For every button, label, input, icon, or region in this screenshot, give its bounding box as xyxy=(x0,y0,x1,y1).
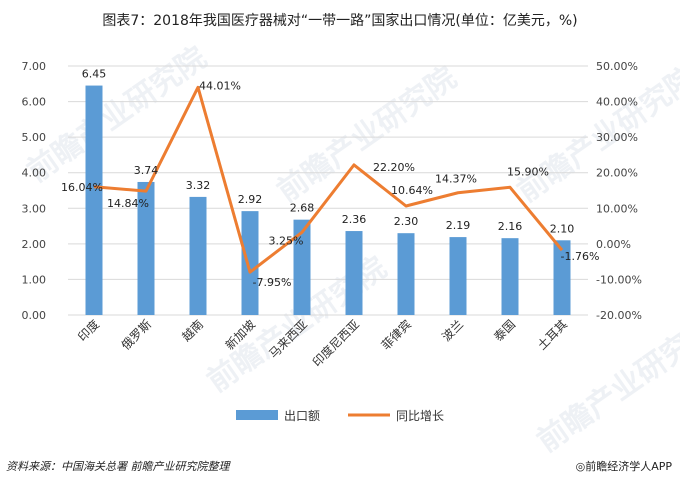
category-label: 越南 xyxy=(179,317,207,345)
line-value-label: 3.25% xyxy=(269,234,304,247)
legend-line-label: 同比增长 xyxy=(396,409,444,423)
y-left-tick-label: 5.00 xyxy=(22,131,47,144)
line-value-label: 44.01% xyxy=(199,79,241,92)
growth-line xyxy=(93,85,564,274)
y-left-tick-label: 7.00 xyxy=(22,60,47,73)
y-right-tick-label: 0.00% xyxy=(596,238,631,251)
bar xyxy=(189,196,207,315)
category-label: 土耳其 xyxy=(535,317,570,352)
bar xyxy=(137,181,155,315)
y-left-tick-label: 2.00 xyxy=(22,238,47,251)
bar-value-label: 6.45 xyxy=(82,68,107,81)
bar xyxy=(501,238,519,315)
line-value-label: 14.37% xyxy=(435,173,477,186)
line-value-label: 15.90% xyxy=(507,165,549,178)
y-left-tick-label: 4.00 xyxy=(22,167,47,180)
y-left-tick-label: 0.00 xyxy=(22,309,47,322)
y-right-tick-label: -20.00% xyxy=(596,309,642,322)
bar-value-label: 2.36 xyxy=(342,213,367,226)
legend-bar-label: 出口额 xyxy=(284,409,320,423)
bar-value-label: 3.74 xyxy=(134,164,159,177)
line-value-label: 22.20% xyxy=(373,161,415,174)
line-value-label: 10.64% xyxy=(391,184,433,197)
y-right-tick-label: 20.00% xyxy=(596,167,638,180)
bar xyxy=(85,85,103,315)
y-left-tick-label: 6.00 xyxy=(22,96,47,109)
y-right-tick-label: 10.00% xyxy=(596,202,638,215)
bar xyxy=(293,219,311,315)
y-left-tick-label: 3.00 xyxy=(22,202,47,215)
bar xyxy=(397,233,415,315)
category-label: 俄罗斯 xyxy=(119,317,154,352)
line-value-label: 16.04% xyxy=(61,181,103,194)
category-label: 马来西亚 xyxy=(266,317,310,361)
legend-bar-swatch xyxy=(236,410,278,420)
bar xyxy=(553,240,571,315)
bar-value-label: 2.92 xyxy=(238,193,263,206)
y-right-tick-label: 50.00% xyxy=(596,60,638,73)
bar-value-label: 3.32 xyxy=(186,179,211,192)
bar-value-label: 2.30 xyxy=(394,215,419,228)
bar xyxy=(449,237,467,315)
category-label: 菲律宾 xyxy=(378,317,414,353)
category-label: 泰国 xyxy=(491,317,518,344)
bar-value-label: 2.16 xyxy=(498,220,523,233)
line-value-label: -1.76% xyxy=(561,250,600,263)
brand-label: ◎前瞻经济学人APP xyxy=(575,460,672,473)
bar xyxy=(345,231,363,315)
y-left-tick-label: 1.00 xyxy=(22,273,47,286)
category-label: 印度 xyxy=(75,317,103,345)
y-right-tick-label: 30.00% xyxy=(596,131,638,144)
source-note: 资料来源：中国海关总署 前瞻产业研究院整理 xyxy=(6,460,230,473)
bar-value-label: 2.19 xyxy=(446,219,471,232)
category-label: 新加坡 xyxy=(222,317,258,353)
y-right-tick-label: 40.00% xyxy=(596,96,638,109)
bar xyxy=(241,211,259,315)
line-value-label: -7.95% xyxy=(253,276,292,289)
bar-value-label: 2.10 xyxy=(550,222,575,235)
category-label: 印度尼西亚 xyxy=(309,317,362,370)
bar-value-label: 2.68 xyxy=(290,202,315,215)
line-value-label: 14.84% xyxy=(107,197,149,210)
y-right-tick-label: -10.00% xyxy=(596,273,642,286)
category-label: 波兰 xyxy=(439,317,466,344)
chart-title: 图表7：2018年我国医疗器械对“一带一路”国家出口情况(单位：亿美元，%) xyxy=(102,13,578,29)
